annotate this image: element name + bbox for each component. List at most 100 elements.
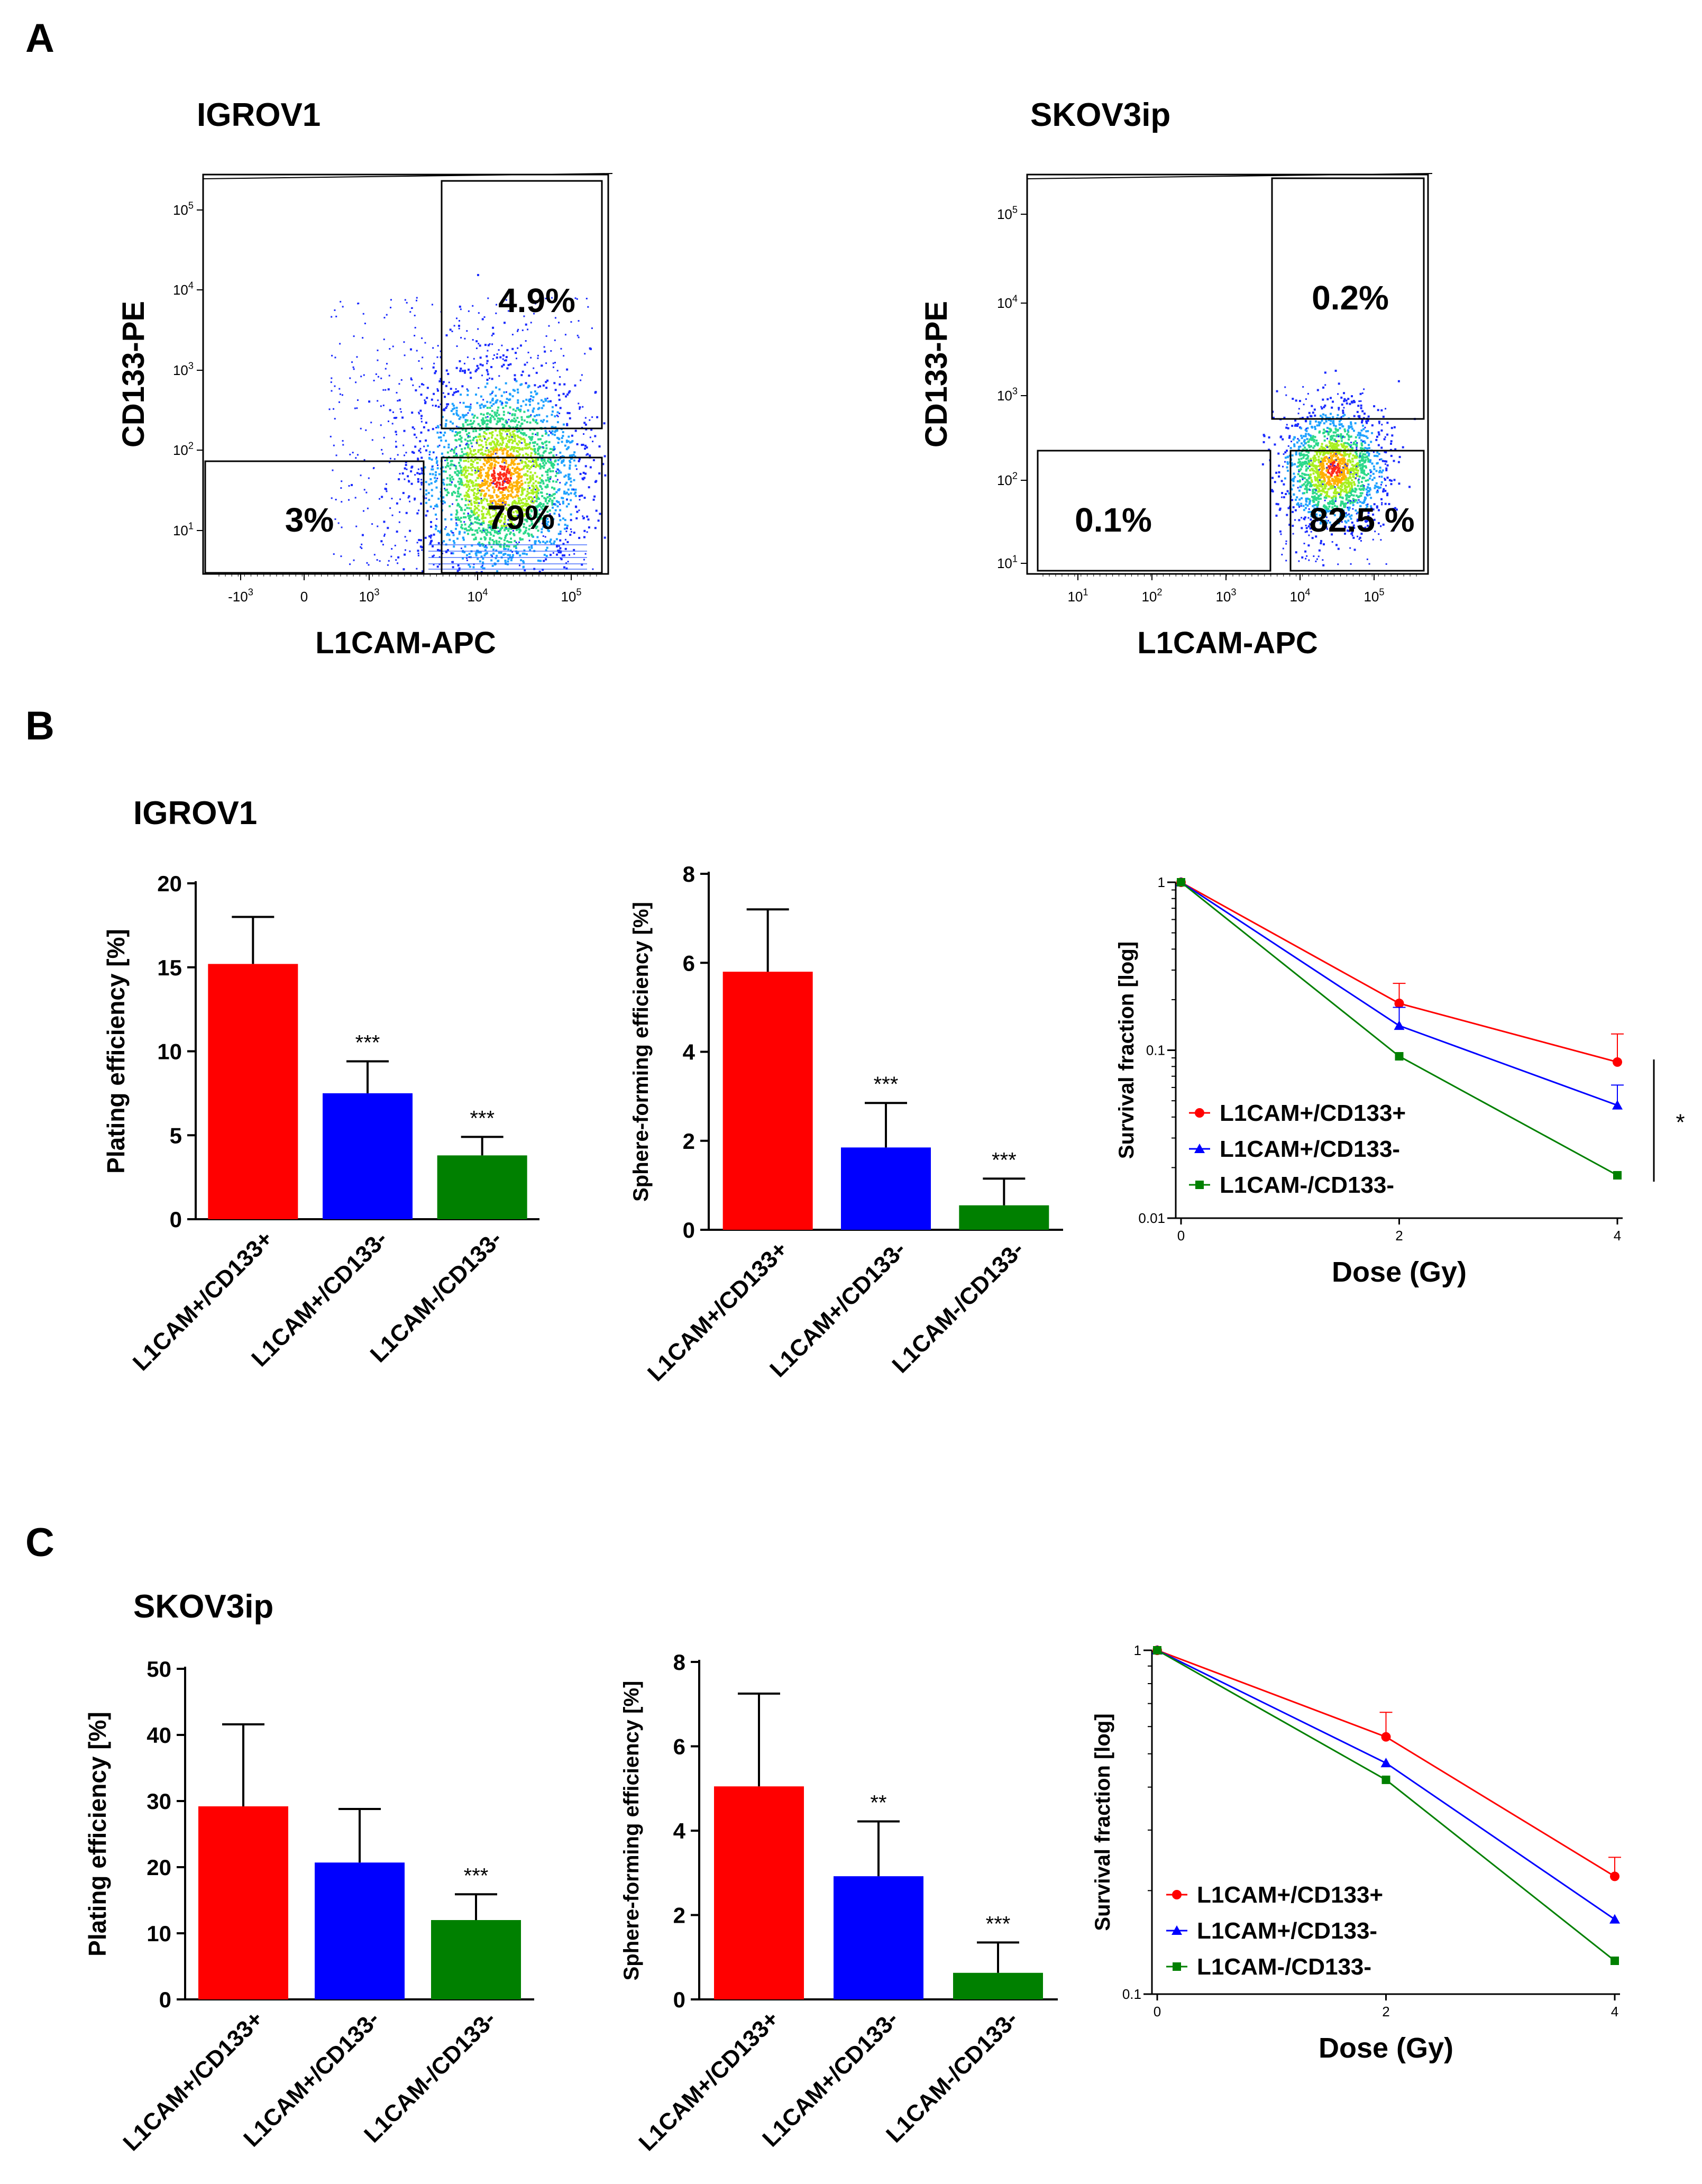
- event-dot: [574, 464, 577, 467]
- event-dot: [1386, 433, 1389, 436]
- event-dot: [527, 385, 530, 387]
- event-dot: [331, 377, 333, 379]
- event-dot: [1378, 471, 1381, 473]
- event-dot: [437, 549, 440, 551]
- event-dot: [1331, 478, 1333, 480]
- event-dot: [516, 491, 519, 494]
- event-dot: [541, 495, 544, 498]
- event-dot: [1343, 473, 1346, 476]
- event-dot: [459, 454, 462, 457]
- event-dot: [509, 434, 512, 436]
- event-dot: [582, 515, 584, 517]
- event-dot: [517, 495, 519, 497]
- event-dot: [454, 431, 457, 433]
- event-dot: [486, 362, 488, 364]
- event-dot: [1325, 485, 1328, 487]
- event-dot: [477, 551, 480, 554]
- event-dot: [554, 389, 557, 391]
- event-dot: [1329, 448, 1331, 451]
- event-dot: [1338, 522, 1340, 525]
- event-dot: [562, 500, 564, 503]
- event-dot: [1334, 488, 1337, 491]
- event-dot: [1281, 492, 1284, 495]
- event-dot: [1324, 460, 1327, 462]
- event-dot: [1365, 504, 1368, 506]
- event-dot: [552, 506, 554, 509]
- event-dot: [491, 474, 493, 477]
- event-dot: [561, 461, 563, 464]
- event-dot: [1332, 463, 1334, 466]
- event-dot: [499, 483, 501, 486]
- event-dot: [1316, 485, 1319, 487]
- event-dot: [512, 455, 515, 458]
- event-dot: [476, 416, 479, 419]
- event-dot: [1334, 499, 1337, 502]
- event-dot: [1326, 458, 1329, 460]
- event-dot: [438, 549, 441, 552]
- event-dot: [510, 474, 513, 477]
- event-dot: [377, 525, 379, 527]
- event-dot: [1304, 516, 1306, 519]
- event-dot: [1346, 514, 1349, 516]
- event-dot: [458, 518, 461, 521]
- event-dot: [1285, 426, 1288, 429]
- event-dot: [518, 448, 521, 451]
- event-dot: [1325, 508, 1328, 510]
- event-dot: [486, 534, 488, 536]
- event-dot: [1344, 467, 1347, 470]
- event-dot: [1384, 463, 1386, 465]
- event-dot: [542, 535, 544, 537]
- event-dot: [1327, 452, 1330, 455]
- event-dot: [1340, 459, 1342, 462]
- event-dot: [420, 417, 423, 419]
- event-dot: [353, 335, 355, 337]
- event-dot: [1325, 506, 1328, 509]
- event-dot: [394, 458, 396, 460]
- event-dot: [489, 462, 492, 465]
- event-dot: [495, 541, 498, 544]
- event-dot: [1385, 460, 1388, 463]
- event-dot: [474, 459, 477, 461]
- event-dot: [466, 406, 469, 408]
- event-dot: [522, 467, 525, 470]
- event-dot: [1353, 472, 1356, 474]
- event-dot: [556, 544, 559, 547]
- event-dot: [1286, 461, 1289, 463]
- event-dot: [553, 503, 555, 505]
- event-dot: [356, 356, 358, 358]
- event-dot: [1332, 485, 1334, 488]
- event-dot: [529, 437, 532, 440]
- event-dot: [570, 441, 573, 443]
- event-dot: [1297, 413, 1300, 415]
- event-dot: [1300, 468, 1302, 471]
- event-dot: [449, 505, 451, 508]
- event-dot: [1325, 463, 1328, 465]
- event-dot: [496, 484, 498, 487]
- event-dot: [468, 432, 470, 434]
- event-dot: [479, 438, 481, 441]
- event-dot: [509, 493, 512, 496]
- event-dot: [382, 544, 384, 546]
- event-dot: [1308, 462, 1311, 465]
- event-dot: [1295, 551, 1297, 554]
- event-dot: [442, 381, 445, 383]
- event-dot: [1363, 448, 1366, 451]
- event-dot: [518, 524, 520, 526]
- event-dot: [467, 446, 470, 449]
- event-dot: [494, 460, 497, 463]
- event-dot: [1307, 451, 1310, 454]
- event-dot: [508, 441, 510, 443]
- event-dot: [433, 451, 435, 453]
- event-dot: [1386, 477, 1389, 479]
- event-dot: [1332, 454, 1334, 457]
- event-dot: [1347, 443, 1350, 445]
- event-dot: [1359, 500, 1361, 503]
- event-dot: [436, 464, 438, 467]
- event-dot: [1294, 476, 1296, 478]
- y-tick-label: 103: [997, 386, 1018, 404]
- event-dot: [1318, 484, 1321, 487]
- event-dot: [1292, 525, 1294, 527]
- event-dot: [1319, 494, 1322, 497]
- event-dot: [541, 458, 543, 460]
- event-dot: [1347, 502, 1349, 504]
